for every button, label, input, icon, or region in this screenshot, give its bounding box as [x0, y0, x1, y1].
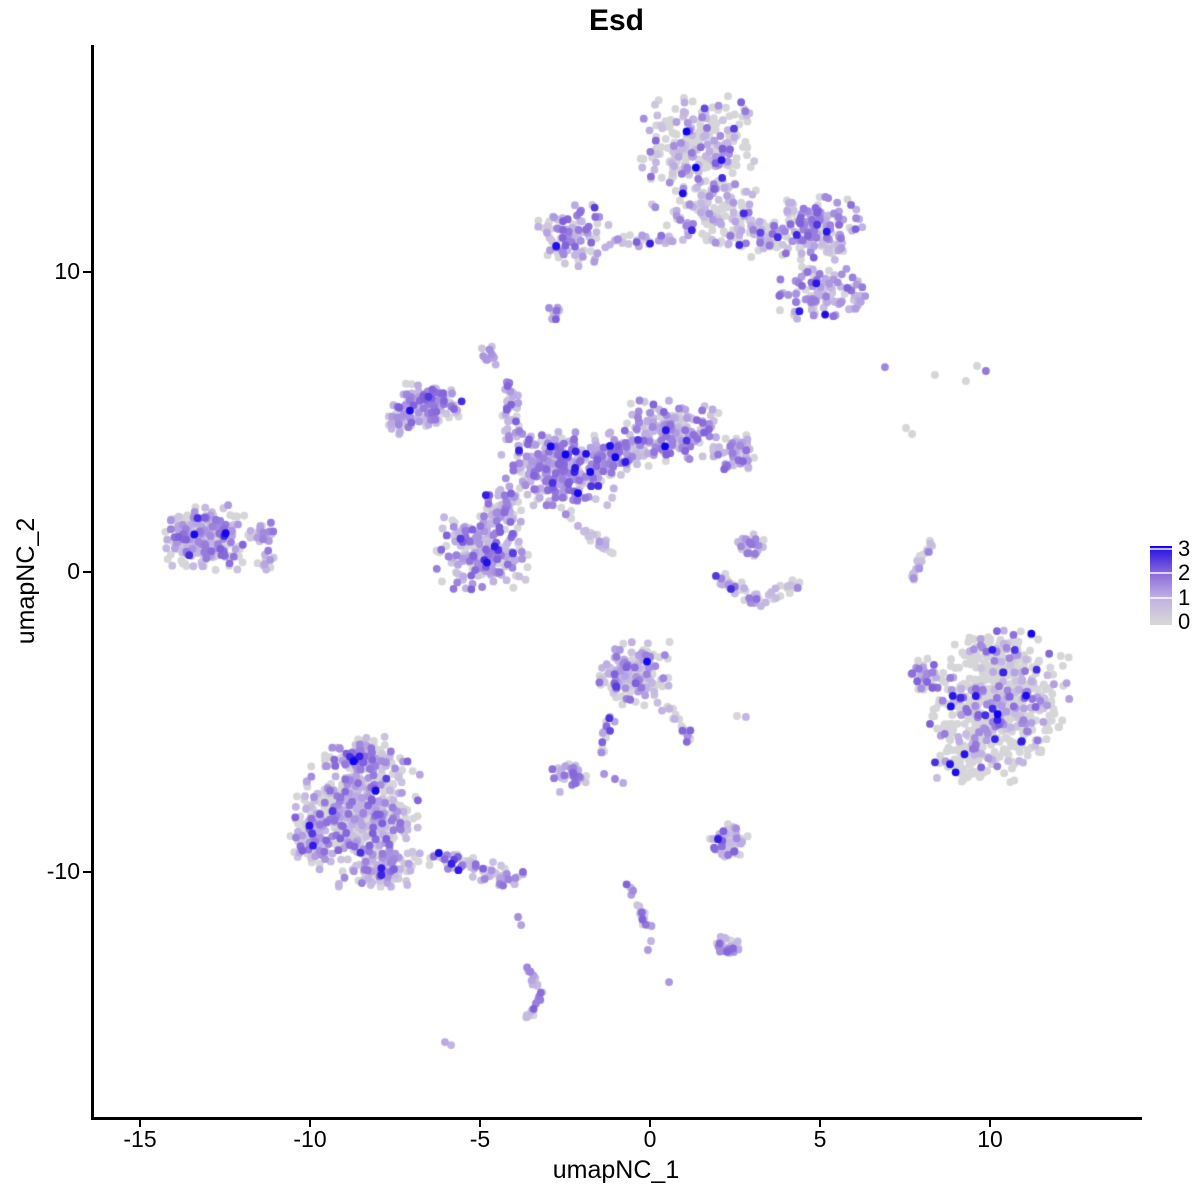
legend-tick-mark: [1150, 572, 1172, 575]
legend-tick-label: 3: [1178, 536, 1191, 561]
y-tick-mark: [83, 871, 91, 873]
x-tick-mark: [989, 1119, 991, 1127]
legend-tick-mark: [1150, 596, 1172, 599]
y-axis-line: [91, 45, 94, 1119]
legend-tick-label: 1: [1178, 584, 1191, 610]
legend-tick-mark: [1150, 548, 1172, 550]
x-tick-label: -15: [123, 1126, 157, 1152]
y-tick-mark: [83, 271, 91, 273]
x-tick-label: 5: [813, 1126, 827, 1152]
y-tick-label: -10: [46, 858, 80, 884]
x-tick-mark: [309, 1119, 311, 1127]
plot-title: Esd: [588, 4, 645, 37]
y-tick-label: 10: [54, 258, 80, 284]
x-tick-label: 0: [643, 1126, 657, 1152]
x-axis-line: [91, 1117, 1142, 1120]
x-tick-label: -10: [293, 1126, 327, 1152]
legend-gradient-bar: [1150, 546, 1172, 625]
legend-tick-label: 2: [1178, 560, 1191, 586]
x-axis-title: umapNC_1: [552, 1156, 680, 1184]
x-tick-label: 10: [977, 1126, 1003, 1152]
x-tick-mark: [139, 1119, 141, 1127]
y-tick-label: 0: [67, 558, 80, 584]
x-tick-mark: [819, 1119, 821, 1127]
x-tick-label: -5: [469, 1126, 491, 1152]
x-tick-mark: [479, 1119, 481, 1127]
legend-tick-label: 0: [1178, 609, 1191, 634]
y-tick-mark: [83, 571, 91, 573]
x-tick-mark: [649, 1119, 651, 1127]
